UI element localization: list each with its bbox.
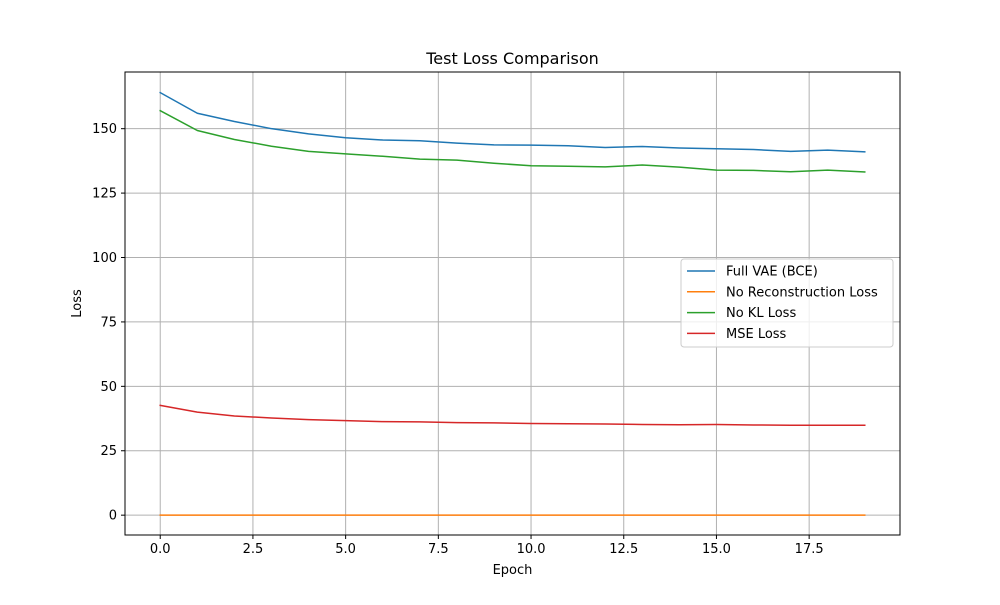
legend-label-mse-loss: MSE Loss: [726, 327, 787, 342]
legend-label-no-kl-loss: No KL Loss: [726, 306, 796, 321]
chart-title: Test Loss Comparison: [425, 49, 599, 68]
axis-ticks: 0.0 2.5 5.0 7.5 10.0 12.5 15.0 17.5 0 25 50 75 100 12…: [92, 122, 823, 557]
series-line-full-vae-bce: [159, 91, 866, 153]
x-tick-label: 7.5: [428, 542, 449, 557]
series-lines: [159, 91, 866, 516]
y-tick-label: 75: [100, 315, 117, 330]
y-tick-label: 150: [92, 122, 117, 137]
x-axis-label: Epoch: [493, 563, 533, 578]
y-tick-label: 25: [100, 444, 117, 459]
y-tick-label: 100: [92, 251, 117, 266]
legend-label-full-vae-bce: Full VAE (BCE): [726, 265, 818, 280]
x-tick-label: 17.5: [795, 542, 824, 557]
y-tick-label: 50: [100, 380, 117, 395]
series-line-no-kl-loss: [159, 109, 866, 173]
x-tick-label: 0.0: [150, 542, 171, 557]
legend-entries: Full VAE (BCE) No Reconstruction Loss No K…: [687, 265, 878, 342]
legend-label-no-reconstruction-loss: No Reconstruction Loss: [726, 285, 878, 300]
legend-box: [680, 258, 894, 348]
x-tick-label: 5.0: [335, 542, 356, 557]
y-tick-label: 0: [109, 509, 117, 524]
x-tick-label: 12.5: [609, 542, 638, 557]
x-tick-label: 10.0: [517, 542, 546, 557]
series-line-mse-loss: [159, 404, 866, 426]
x-tick-label: 15.0: [702, 542, 731, 557]
y-axis-label: Loss: [70, 289, 85, 318]
x-tick-label: 2.5: [243, 542, 264, 557]
plot-frame: [124, 71, 901, 536]
legend: Full VAE (BCE) No Reconstruction Loss No K…: [680, 258, 894, 348]
y-tick-label: 125: [92, 187, 117, 202]
